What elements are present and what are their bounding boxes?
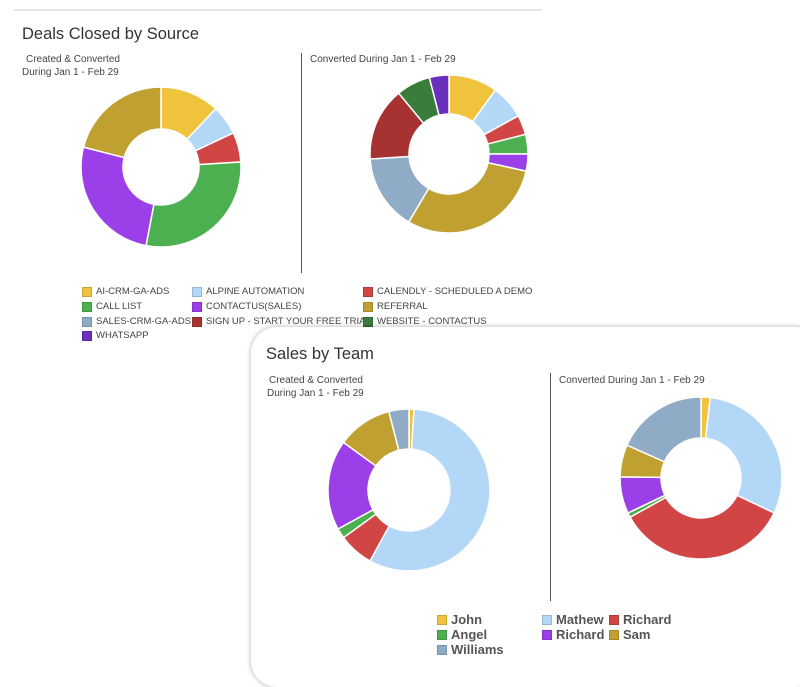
legend-label: WHATSAPP [96, 330, 149, 341]
legend-item[interactable]: Mathew [542, 612, 604, 627]
legend-item[interactable]: WEBSITE - CONTACTUS [363, 316, 487, 327]
legend-label: Sam [623, 627, 651, 642]
legend-label: CONTACTUS(SALES) [206, 301, 302, 312]
legend-label: Williams [451, 642, 504, 657]
sales-by-team-card: Sales by Team Created & Converted During… [251, 327, 800, 687]
legend-label: SIGN UP - START YOUR FREE TRIAL [206, 316, 371, 327]
legend-swatch [82, 286, 92, 297]
donut-slice-call-list[interactable] [145, 161, 242, 248]
legend-label: Richard [556, 627, 605, 642]
deals-by-source-card: Deals Closed by Source Created & Convert… [0, 0, 560, 360]
deals-left-donut [80, 86, 242, 248]
sales-right-caption: Converted During Jan 1 - Feb 29 [559, 375, 705, 386]
legend-swatch [609, 629, 619, 640]
legend-item[interactable]: ALPINE AUTOMATION [192, 286, 304, 297]
legend-item[interactable]: Richard [609, 612, 671, 627]
legend-swatch [192, 316, 202, 327]
sales-left-donut [327, 408, 491, 572]
legend-swatch [437, 614, 447, 625]
deals-card-title: Deals Closed by Source [22, 25, 200, 43]
legend-item[interactable]: AI-CRM-GA-ADS [82, 286, 169, 297]
legend-swatch [82, 330, 92, 341]
donut-slice-williams[interactable] [625, 396, 702, 463]
donut-slice-whatsapp[interactable] [428, 74, 450, 117]
legend-swatch [542, 614, 552, 625]
sales-divider [550, 373, 551, 601]
legend-swatch [192, 301, 202, 312]
legend-item[interactable]: Sam [609, 627, 650, 642]
legend-item[interactable]: CONTACTUS(SALES) [192, 301, 301, 312]
legend-swatch [437, 629, 447, 640]
deals-right-caption: Converted During Jan 1 - Feb 29 [310, 54, 456, 65]
legend-label: Mathew [556, 612, 604, 627]
legend-item[interactable]: REFERRAL [363, 301, 428, 312]
legend-swatch [437, 644, 447, 655]
legend-swatch [82, 316, 92, 327]
legend-swatch [363, 286, 373, 297]
legend-label: John [451, 612, 483, 627]
legend-item[interactable]: Williams [437, 642, 504, 657]
sales-left-caption-line1: Created & Converted [269, 375, 363, 386]
donut-slice-richard[interactable] [629, 494, 776, 560]
legend-label: CALENDLY - SCHEDULED A DEMO [377, 286, 533, 297]
legend-item[interactable]: John [437, 612, 482, 627]
legend-item[interactable]: SALES-CRM-GA-ADS [82, 316, 191, 327]
donut-slice-referral[interactable] [82, 86, 162, 159]
donut-slice-referral[interactable] [407, 161, 527, 234]
legend-label: REFERRAL [377, 301, 428, 312]
legend-item[interactable]: CALENDLY - SCHEDULED A DEMO [363, 286, 532, 297]
legend-swatch [609, 614, 619, 625]
deals-divider [301, 53, 302, 273]
legend-label: ALPINE AUTOMATION [206, 286, 305, 297]
legend-item[interactable]: SIGN UP - START YOUR FREE TRIAL [192, 316, 371, 327]
donut-slice-mathew[interactable] [704, 396, 783, 514]
legend-swatch [363, 316, 373, 327]
legend-label: SALES-CRM-GA-ADS [96, 316, 192, 327]
legend-label: Richard [623, 612, 672, 627]
deals-right-donut [369, 74, 529, 234]
legend-item[interactable]: WHATSAPP [82, 330, 149, 341]
legend-item[interactable]: Angel [437, 627, 487, 642]
donut-slice-mathew[interactable] [368, 408, 491, 572]
legend-item[interactable]: CALL LIST [82, 301, 142, 312]
sales-left-caption-line2: During Jan 1 - Feb 29 [267, 388, 364, 399]
legend-label: WEBSITE - CONTACTUS [377, 316, 487, 327]
card-top-border [14, 9, 542, 11]
deals-left-caption-line2: During Jan 1 - Feb 29 [22, 67, 119, 78]
legend-label: CALL LIST [96, 301, 143, 312]
legend-label: Angel [451, 627, 488, 642]
donut-slice-williams[interactable] [387, 408, 410, 452]
sales-right-donut [619, 396, 783, 560]
deals-left-caption-line1: Created & Converted [26, 54, 120, 65]
legend-item[interactable]: Richard [542, 627, 604, 642]
legend-swatch [542, 629, 552, 640]
sales-card-title: Sales by Team [266, 345, 374, 363]
legend-swatch [363, 301, 373, 312]
legend-swatch [82, 301, 92, 312]
donut-slice-contactus-sales-[interactable] [80, 146, 155, 247]
legend-swatch [192, 286, 202, 297]
legend-label: AI-CRM-GA-ADS [96, 286, 170, 297]
